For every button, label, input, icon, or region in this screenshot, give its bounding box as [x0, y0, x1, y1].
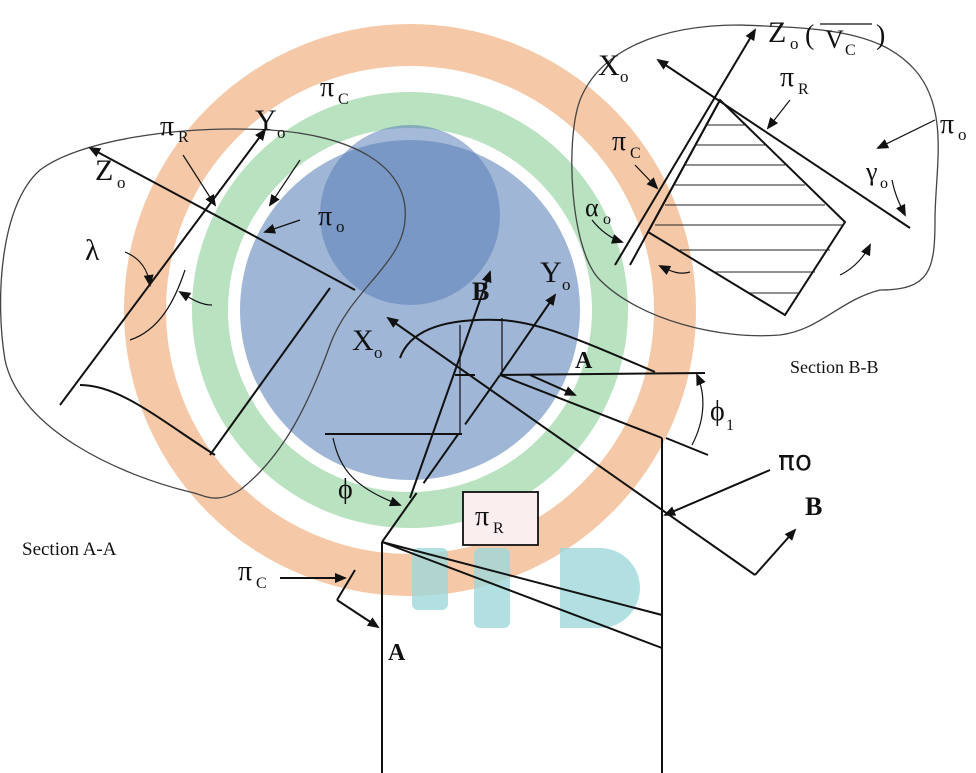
auxiliary-edge — [499, 374, 663, 439]
rake-line-2 — [381, 541, 663, 649]
xo-main-sub: o — [374, 343, 383, 362]
yo-aa-sub: o — [277, 123, 286, 142]
phi-arc — [332, 437, 402, 507]
zo-aa-sub: o — [117, 173, 126, 192]
yo-main-letter: Y — [540, 256, 562, 289]
pi-r-aa-pointer — [182, 154, 217, 207]
pi-r-aa-symbol: π — [160, 111, 174, 142]
pi-r-main-symbol: π — [475, 501, 489, 532]
point-b-top: B — [472, 277, 489, 306]
section-bb-hatch — [655, 124, 842, 294]
pi-c-main-sub: C — [256, 575, 267, 592]
phi-label: ϕ — [338, 474, 353, 505]
section-bb-wedge — [646, 98, 847, 317]
watermark-letters — [412, 548, 640, 628]
pi-o-aa-symbol: π — [318, 201, 332, 232]
gemstone-icon — [320, 125, 500, 305]
auxiliary-reference — [499, 372, 706, 376]
xo-bb-sub: o — [620, 67, 629, 86]
section-aa-edge — [209, 287, 331, 456]
section-aa — [0, 128, 406, 499]
pi-o-bb-sub: o — [958, 125, 967, 144]
section-a-arrow-bottom — [336, 599, 380, 629]
vc-close: ) — [876, 20, 885, 51]
axis-zo-aa — [88, 147, 356, 291]
pi-o-main-pointer — [663, 469, 771, 516]
pi-o-bb-symbol: π — [940, 109, 954, 140]
pi-c-aa-pointer — [268, 159, 301, 207]
pi-o-main-label: πo — [778, 444, 812, 477]
alpha-arc — [591, 219, 624, 244]
section-bb — [571, 24, 939, 337]
nose-curve — [399, 318, 656, 373]
section-bb-label: Section B-B — [790, 357, 879, 377]
pi-c-aa-sub: C — [338, 91, 349, 108]
section-bb-outline — [571, 24, 939, 337]
xo-main-letter: X — [352, 324, 374, 357]
pi-o-bb-pointer — [876, 119, 936, 149]
pi-r-box — [462, 491, 539, 546]
phi1-label: ϕ — [710, 396, 725, 427]
point-a-bottom: A — [388, 640, 406, 666]
lambda-label: λ — [85, 234, 100, 267]
principal-cutting-edge — [381, 374, 501, 543]
pi-r-aa-sub: R — [178, 129, 189, 146]
axis-xo-bb — [656, 58, 911, 229]
point-a-top: A — [575, 348, 593, 374]
axis-xo-main — [386, 316, 756, 576]
vc-sub: C — [845, 42, 856, 59]
axis-yo-main — [499, 293, 557, 376]
gamma-arc — [891, 179, 906, 217]
phi1-arc — [691, 373, 706, 446]
axis-b-main — [409, 270, 492, 499]
section-a-arrow-top — [529, 374, 577, 396]
lambda-pointer — [124, 251, 154, 287]
section-aa-inclination — [129, 269, 186, 341]
pi-r-main-sub: R — [493, 520, 504, 537]
pi-c-bb-sub: C — [630, 145, 641, 162]
rake-line-1 — [381, 541, 663, 616]
labels: Section A-A π R Y o Z o π C π o λ Sectio… — [22, 16, 967, 666]
section-aa-label: Section A-A — [22, 539, 117, 560]
section-aa-profile — [79, 384, 216, 456]
tool-body — [280, 270, 797, 773]
axis-zo-bb — [614, 28, 757, 266]
section-aa-outline — [0, 128, 406, 499]
gamma-arc-inner — [839, 243, 871, 276]
pi-c-bb-pointer — [634, 164, 659, 190]
yo-main-sub: o — [562, 275, 571, 294]
vc-open: ( — [805, 20, 814, 51]
phi1-sub: 1 — [726, 417, 734, 434]
yo-aa-letter: Y — [255, 104, 277, 137]
axis-yo-aa — [59, 128, 267, 406]
alpha-label: α — [585, 193, 599, 222]
pi-o-aa-pointer — [263, 219, 301, 234]
zo-bb-letter: Z — [768, 16, 786, 49]
section-a-stub — [336, 569, 356, 601]
gamma-sub: o — [880, 175, 888, 192]
phi1-leader — [665, 437, 709, 456]
zo-aa-letter: Z — [95, 154, 113, 187]
pi-r-bb-pointer — [766, 99, 791, 130]
watermark-middle-ring — [192, 92, 628, 528]
pi-r-bb-symbol: π — [780, 62, 794, 93]
pi-c-main-symbol: π — [238, 556, 252, 587]
alpha-sub: o — [603, 211, 611, 228]
watermark-logo — [124, 24, 696, 628]
gamma-label: γ — [865, 157, 878, 186]
vc-letter: V — [825, 25, 844, 54]
point-b-bottom: B — [805, 492, 822, 521]
zo-bb-sub: o — [790, 34, 799, 53]
pi-r-bb-sub: R — [798, 81, 809, 98]
pi-c-bb-symbol: π — [612, 126, 626, 157]
pi-o-aa-sub: o — [336, 217, 345, 236]
lambda-arc — [178, 290, 213, 306]
section-b-arrow — [754, 528, 797, 576]
xo-bb-letter: X — [598, 49, 620, 82]
pi-c-aa-symbol: π — [320, 72, 334, 103]
alpha-arc-inner — [658, 265, 691, 275]
watermark-outer-ring — [124, 24, 696, 596]
